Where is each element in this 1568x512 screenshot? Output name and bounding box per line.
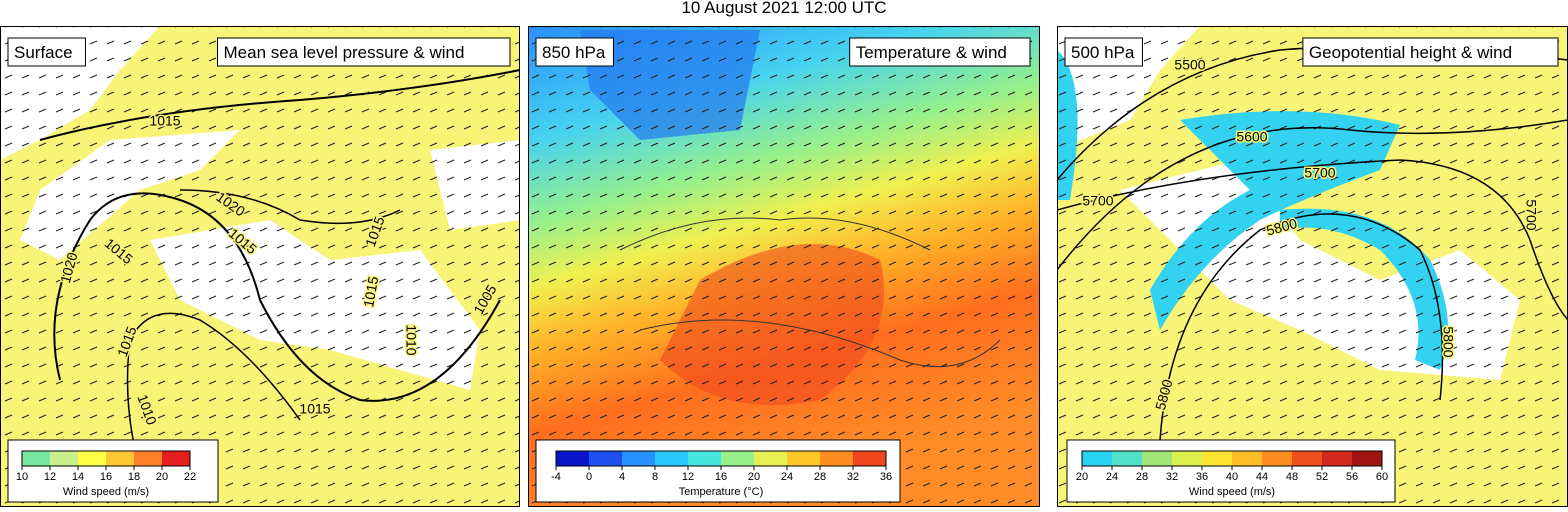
colorbar-title: Wind speed (m/s) xyxy=(63,486,149,498)
colorbar-segment xyxy=(50,451,78,466)
colorbar-tick-label: 36 xyxy=(880,471,892,483)
colorbar-tick-label: 12 xyxy=(682,471,694,483)
colorbar-tick-label: 8 xyxy=(652,471,658,483)
colorbar-segment xyxy=(1352,451,1382,466)
colorbar-tick-label: 16 xyxy=(100,471,112,483)
colorbar-segment xyxy=(162,451,190,466)
contour-label: 1010 xyxy=(403,324,419,355)
colorbar-tick-label: 24 xyxy=(1106,471,1118,483)
level-label: Surface xyxy=(14,43,73,62)
colorbar-segment xyxy=(1232,451,1262,466)
colorbar-box xyxy=(535,439,901,503)
figure-title: 10 August 2021 12:00 UTC xyxy=(681,0,886,17)
colorbar-tick-label: 4 xyxy=(619,471,625,483)
colorbar-tick-label: 32 xyxy=(847,471,859,483)
colorbar-segment xyxy=(655,451,688,466)
field-box xyxy=(1302,37,1559,67)
contour-label: 1015 xyxy=(149,113,180,129)
colorbar-tick-label: 20 xyxy=(748,471,760,483)
field-label: Mean sea level pressure & wind xyxy=(224,43,465,62)
colorbar-segment xyxy=(22,451,50,466)
colorbar-tick-label: 44 xyxy=(1256,471,1268,483)
colorbar-tick-label: 56 xyxy=(1346,471,1358,483)
colorbar-segment xyxy=(1292,451,1322,466)
colorbar-tick-label: 36 xyxy=(1196,471,1208,483)
colorbar-segment xyxy=(1172,451,1202,466)
colorbar-tick-label: 24 xyxy=(781,471,793,483)
contour-label: 5600 xyxy=(1236,129,1267,145)
colorbar-tick-label: 32 xyxy=(1166,471,1178,483)
colorbar-tick-label: 20 xyxy=(1076,471,1088,483)
level-label: 850 hPa xyxy=(542,43,606,62)
level-box xyxy=(7,37,86,67)
colorbar-segment xyxy=(622,451,655,466)
colorbar-segment xyxy=(106,451,134,466)
colorbar-tick-label: 10 xyxy=(16,471,28,483)
colorbar-tick-label: 40 xyxy=(1226,471,1238,483)
contour-label: 5800 xyxy=(1440,326,1456,357)
colorbar-segment xyxy=(78,451,106,466)
level-box xyxy=(1064,37,1143,67)
colorbar-tick-label: 20 xyxy=(156,471,168,483)
colorbar-tick-label: 48 xyxy=(1286,471,1298,483)
contour-label: 1015 xyxy=(299,401,330,417)
colorbar-segment xyxy=(556,451,589,466)
colorbar-title: Temperature (°C) xyxy=(679,486,763,498)
colorbar-tick-label: 22 xyxy=(184,471,196,483)
colorbar-segment xyxy=(820,451,853,466)
colorbar-segment xyxy=(787,451,820,466)
colorbar-segment xyxy=(688,451,721,466)
contour-label: 5500 xyxy=(1174,57,1205,73)
colorbar-box xyxy=(1066,439,1396,503)
field-label: Temperature & wind xyxy=(856,43,1007,62)
colorbar-box xyxy=(7,439,219,503)
colorbar-tick-label: 60 xyxy=(1376,471,1388,483)
colorbar-tick-label: 16 xyxy=(715,471,727,483)
colorbar-tick-label: 28 xyxy=(1136,471,1148,483)
colorbar-tick-label: -4 xyxy=(551,471,561,483)
colorbar-tick-label: 52 xyxy=(1316,471,1328,483)
map-500 xyxy=(1058,27,1567,506)
colorbar-tick-label: 12 xyxy=(44,471,56,483)
colorbar-segment xyxy=(1142,451,1172,466)
colorbar-segment xyxy=(134,451,162,466)
field-box xyxy=(217,37,511,67)
colorbar-segment xyxy=(589,451,622,466)
map-850 xyxy=(529,27,1039,506)
colorbar-segment xyxy=(1082,451,1112,466)
colorbar-tick-label: 14 xyxy=(72,471,84,483)
colorbar-segment xyxy=(1202,451,1232,466)
colorbar-tick-label: 28 xyxy=(814,471,826,483)
field-box xyxy=(849,37,1031,67)
colorbar-title: Wind speed (m/s) xyxy=(1189,486,1275,498)
colorbar-segment xyxy=(1262,451,1292,466)
contour-label: 5700 xyxy=(1304,165,1335,181)
colorbar-tick-label: 0 xyxy=(586,471,592,483)
contour-label: 5700 xyxy=(1523,199,1539,230)
level-label: 500 hPa xyxy=(1071,43,1135,62)
colorbar-tick-label: 18 xyxy=(128,471,140,483)
colorbar-segment xyxy=(853,451,886,466)
contour-label: 5700 xyxy=(1082,193,1113,209)
level-box xyxy=(535,37,614,67)
colorbar-segment xyxy=(1322,451,1352,466)
colorbar-segment xyxy=(721,451,754,466)
map-surface xyxy=(1,27,519,506)
colorbar-segment xyxy=(1112,451,1142,466)
field-label: Geopotential height & wind xyxy=(1309,43,1512,62)
colorbar-segment xyxy=(754,451,787,466)
